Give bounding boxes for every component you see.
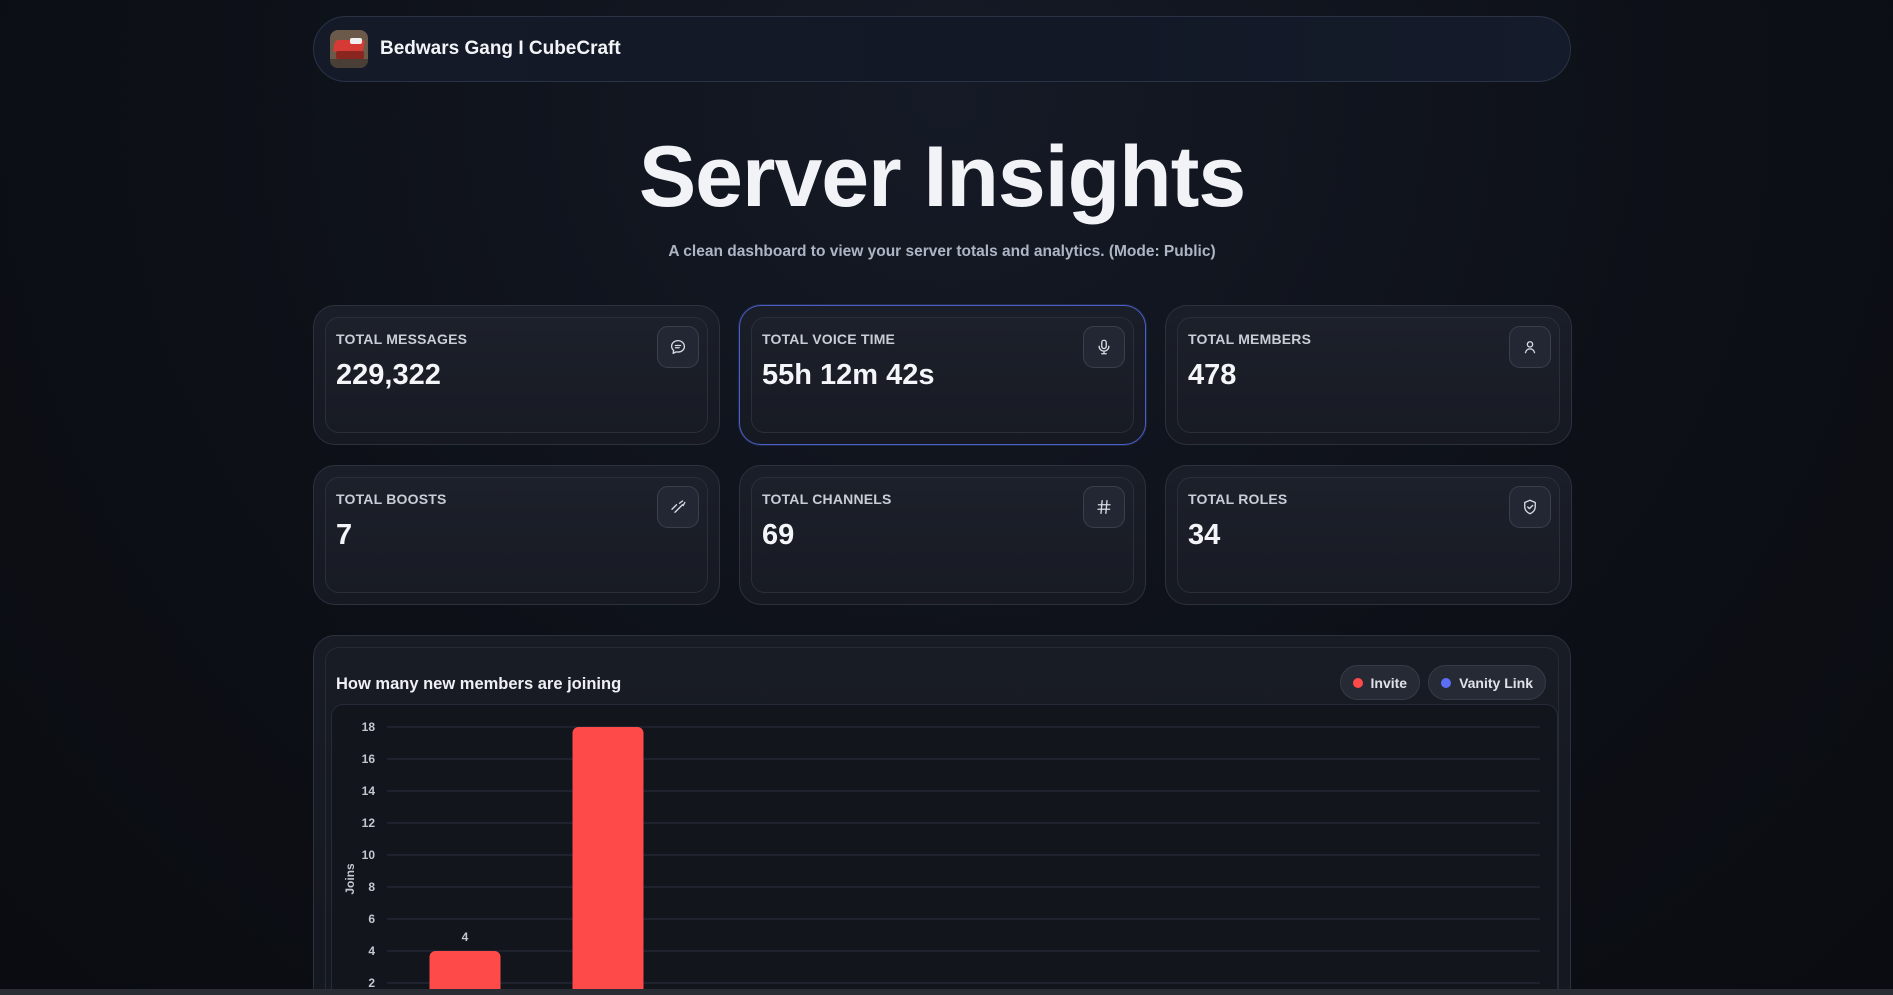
stat-label: TOTAL MEMBERS (1188, 331, 1312, 347)
y-tick-label: 4 (368, 944, 375, 958)
page-title: Server Insights (638, 129, 1246, 225)
invite-dot-icon (1352, 677, 1363, 688)
stat-card-messages[interactable]: TOTAL MESSAGES 229,322 (313, 305, 720, 445)
stat-card-voice-time[interactable]: TOTAL VOICE TIME 55h 12m 42s (739, 305, 1146, 445)
stat-label: TOTAL MESSAGES (336, 331, 468, 347)
shield-icon (1509, 486, 1551, 528)
stat-value: 229,322 (336, 359, 441, 391)
stat-card-channels[interactable]: TOTAL CHANNELS 69 (739, 465, 1146, 605)
y-tick-label: 14 (362, 784, 376, 798)
legend-label: Invite (1370, 674, 1408, 691)
y-tick-label: 10 (362, 848, 376, 862)
window-bottom-edge (0, 989, 1893, 995)
stat-label: TOTAL ROLES (1188, 491, 1288, 507)
boost-icon (657, 486, 699, 528)
y-tick-label: 2 (368, 976, 375, 990)
stat-label: TOTAL VOICE TIME (762, 331, 896, 347)
y-tick-label: 18 (362, 720, 376, 734)
bar-invite (572, 727, 644, 995)
y-tick-label: 12 (362, 816, 376, 830)
joins-chart-card: How many new members are joining Invite … (313, 635, 1571, 995)
vanity-dot-icon (1441, 677, 1452, 688)
stat-value: 55h 12m 42s (762, 359, 935, 391)
stat-value: 7 (336, 519, 353, 551)
chart-title: How many new members are joining (336, 675, 622, 693)
stat-value: 34 (1188, 519, 1221, 551)
stat-card-members[interactable]: TOTAL MEMBERS 478 (1165, 305, 1572, 445)
user-icon (1509, 326, 1551, 368)
chat-bubble-icon (657, 326, 699, 368)
hash-icon (1083, 486, 1125, 528)
y-axis-label: Joins (343, 863, 357, 895)
legend-invite[interactable]: Invite (1339, 665, 1421, 700)
server-name[interactable]: Bedwars Gang I CubeCraft (380, 38, 621, 59)
chart-plot-area: 2 4 6 8 10 12 14 16 18 Joins 4 (331, 704, 1558, 995)
legend-label: Vanity Link (1459, 674, 1533, 691)
stat-value: 69 (762, 519, 795, 551)
legend-vanity-link[interactable]: Vanity Link (1428, 665, 1546, 700)
y-tick-label: 16 (362, 752, 376, 766)
stat-card-boosts[interactable]: TOTAL BOOSTS 7 (313, 465, 720, 605)
stat-label: TOTAL CHANNELS (762, 491, 892, 507)
microphone-icon (1083, 326, 1125, 368)
bar-data-label: 4 (462, 930, 469, 944)
stat-card-roles[interactable]: TOTAL ROLES 34 (1165, 465, 1572, 605)
chart-legend: Invite Vanity Link (1339, 665, 1546, 700)
server-avatar[interactable] (330, 30, 368, 68)
y-tick-label: 6 (368, 912, 375, 926)
top-bar: Bedwars Gang I CubeCraft (313, 16, 1571, 82)
page-subtitle: A clean dashboard to view your server to… (668, 243, 1216, 260)
stat-value: 478 (1188, 359, 1237, 391)
y-tick-label: 8 (368, 880, 375, 894)
stat-label: TOTAL BOOSTS (336, 491, 447, 507)
joins-bar-chart: 2 4 6 8 10 12 14 16 18 Joins 4 (343, 720, 1540, 995)
bar-invite (429, 951, 501, 995)
